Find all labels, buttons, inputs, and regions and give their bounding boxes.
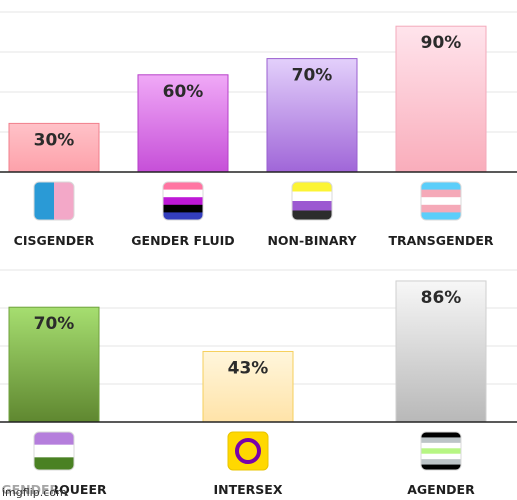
category-label: TRANSGENDER [388,233,493,248]
bar-cisgender [8,122,100,173]
chart-panel-top: 30% 60% 70% 90% CISGENDER GENDER FLUID NON-BIN… [0,11,517,248]
category-label: GENDER FLUID [131,233,234,248]
category-label: CISGENDER [14,233,95,248]
data-label: 43% [228,358,269,378]
bar-agender [395,280,487,423]
data-label: 70% [292,66,333,86]
intersex-flag-icon [227,431,269,471]
genderfluid-flag-icon [162,181,204,221]
bar-non-binary [266,58,358,173]
bar-transgender [395,25,487,173]
category-label: NON-BINARY [267,233,357,248]
data-label: 90% [421,33,462,53]
category-label: AGENDER [407,482,475,497]
category-label: INTERSEX [214,482,283,497]
nonbinary-flag-icon [291,181,333,221]
data-label: 30% [34,130,75,150]
data-label: 86% [421,288,462,308]
watermark: imgflip.com [0,483,67,500]
data-label: 70% [34,314,75,334]
chart-panel-bottom: 70%43%86%GENDERQUEERINTERSEXAGENDER [0,269,517,497]
bar-genderqueer [8,306,100,423]
watermark-text: imgflip.com [2,486,67,499]
agender-flag-icon [420,431,462,471]
genderqueer-flag-icon [33,431,75,471]
cisgender-flag-icon [33,181,75,221]
bar-intersex [202,350,294,423]
transgender-flag-icon [420,181,462,221]
data-label: 60% [163,82,204,102]
